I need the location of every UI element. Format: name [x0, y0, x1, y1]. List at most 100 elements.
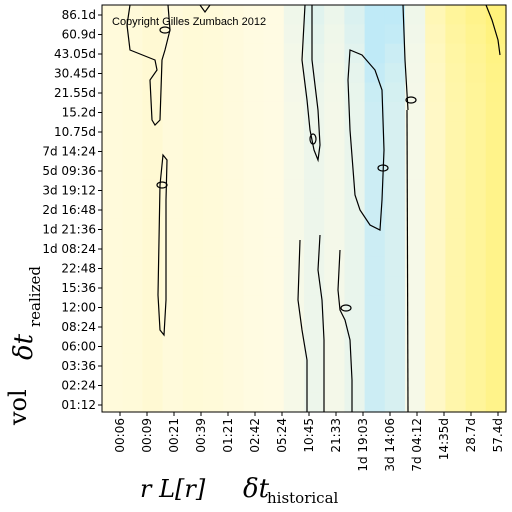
heatmap-cell — [122, 237, 143, 258]
heatmap-cell — [324, 276, 345, 297]
heatmap-cell — [283, 237, 305, 258]
contour-line — [297, 239, 308, 412]
heatmap-cell — [162, 121, 184, 142]
heatmap-cell — [364, 5, 386, 25]
heatmap-cell — [182, 373, 204, 394]
heatmap-cell — [203, 237, 224, 258]
heatmap-cell — [304, 24, 325, 45]
contour-line — [199, 4, 211, 14]
heatmap-cell — [203, 198, 224, 219]
heatmap-cell — [344, 63, 366, 84]
heatmap-cell — [203, 43, 224, 64]
contour-line — [126, 4, 171, 126]
heatmap-cell — [182, 295, 204, 316]
heatmap-cell — [425, 101, 446, 122]
heatmap-cell — [465, 101, 487, 122]
heatmap-cell — [142, 43, 164, 64]
heatmap-cell — [162, 140, 184, 161]
heatmap-cell — [485, 392, 507, 413]
heatmap-cell — [263, 82, 285, 103]
heatmap-cell — [243, 43, 265, 64]
x-tick-label: 57.4d — [491, 418, 505, 452]
heatmap-cell — [425, 179, 446, 200]
heatmap-cell — [324, 121, 345, 142]
heatmap-cell — [182, 353, 204, 374]
heatmap-cell — [344, 237, 366, 258]
heatmap-cell — [283, 256, 305, 277]
heatmap-cell — [324, 334, 345, 355]
plot-frame — [101, 4, 507, 413]
heatmap-cell — [324, 198, 345, 219]
heatmap-cell — [364, 121, 386, 142]
heatmap-cell — [344, 43, 366, 64]
heatmap-cell — [364, 82, 386, 103]
heatmap-cell — [304, 392, 325, 413]
y-tick-label: 06:00 — [61, 340, 96, 354]
heatmap-cell — [283, 198, 305, 219]
heatmap-cell — [243, 24, 265, 45]
heatmap-cell — [364, 295, 386, 316]
copyright-text: Copyright Gilles Zumbach 2012 — [112, 16, 266, 28]
heatmap-cell — [203, 353, 224, 374]
heatmap-cell — [445, 334, 467, 355]
heatmap-cell — [304, 63, 325, 84]
heatmap-cell — [384, 392, 406, 413]
heatmap-cell — [263, 101, 285, 122]
heatmap-cell — [122, 43, 143, 64]
heatmap-cell — [182, 5, 204, 25]
heatmap-cell — [122, 198, 143, 219]
heatmap-cell — [344, 295, 366, 316]
heatmap-cell — [324, 218, 345, 239]
heatmap-cell — [223, 101, 244, 122]
heatmap-cell — [364, 353, 386, 374]
heatmap-cell — [263, 63, 285, 84]
heatmap-cell — [384, 140, 406, 161]
heatmap-cell — [162, 179, 184, 200]
heatmap-cell — [142, 24, 164, 45]
x-tick-label: 1d 19:03 — [356, 418, 370, 472]
heatmap-cell — [142, 373, 164, 394]
heatmap-cell — [445, 101, 467, 122]
heatmap-cell — [223, 82, 244, 103]
heatmap-cell — [142, 392, 164, 413]
heatmap-cell — [465, 392, 487, 413]
heatmap-cell — [243, 334, 265, 355]
heatmap-cell — [182, 237, 204, 258]
heatmap-cell — [485, 256, 507, 277]
heatmap-cell — [445, 373, 467, 394]
heatmap-cell — [344, 218, 366, 239]
heatmap-cell — [364, 237, 386, 258]
x-axis-ticks: 00:06 00:09 00:21 00:39 01:21 02:42 05:24 10:45… — [113, 412, 505, 472]
heatmap-cell — [162, 392, 184, 413]
heatmap-cell — [263, 315, 285, 336]
heatmap-cell — [425, 140, 446, 161]
y-tick-label: 03:36 — [61, 359, 96, 373]
heatmap-cell — [465, 373, 487, 394]
heatmap-cell — [203, 276, 224, 297]
heatmap-cell — [102, 218, 123, 239]
heatmap-cell — [102, 256, 123, 277]
heatmap-cell — [182, 140, 204, 161]
heatmap-cell — [243, 392, 265, 413]
heatmap-cell — [384, 276, 406, 297]
heatmap-cell — [283, 140, 305, 161]
heatmap-cell — [122, 315, 143, 336]
heatmap-cell — [102, 82, 123, 103]
heatmap-cell — [364, 24, 386, 45]
heatmap-cell — [263, 373, 285, 394]
heatmap-cell — [223, 392, 244, 413]
heatmap-cell — [344, 392, 366, 413]
heatmap-cell — [324, 43, 345, 64]
heatmap-cell — [283, 63, 305, 84]
y-axis-ticks: 86.1d 60.9d 43.05d 30.45d 21.55d 15.2d 10.75d 7… — [42, 8, 102, 412]
heatmap-cell — [465, 5, 487, 25]
heatmap-cell — [142, 256, 164, 277]
heatmap-cell — [203, 5, 224, 25]
heatmap-cell — [425, 5, 446, 25]
heatmap-cell — [162, 237, 184, 258]
heatmap-cell — [223, 198, 244, 219]
heatmap-cell — [324, 256, 345, 277]
heatmap-cell — [182, 315, 204, 336]
heatmap-cell — [405, 140, 426, 161]
